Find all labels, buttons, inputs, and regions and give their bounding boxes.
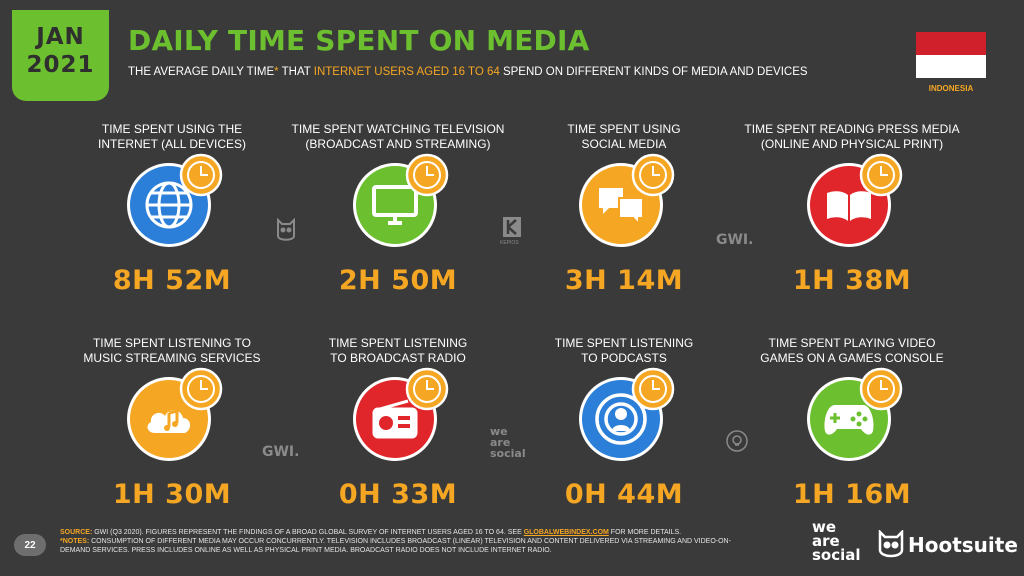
kepios-logo-icon	[503, 217, 521, 237]
owl-logo-icon	[878, 530, 904, 558]
we-are-social-logo: we are social	[812, 518, 861, 564]
metric-value: 0H 44M	[564, 479, 684, 510]
metric-card-social-media: TIME SPENT USING SOCIAL MEDIA 3H 14M	[514, 122, 734, 296]
metric-label: TIME SPENT LISTENING TO PODCASTS	[554, 336, 694, 365]
owl-watermark-icon	[277, 218, 295, 241]
clock-icon	[405, 153, 449, 197]
subtitle-part1: THE AVERAGE DAILY TIME	[128, 66, 275, 78]
metric-card-video-games: TIME SPENT PLAYING VIDEO GAMES ON A GAMES…	[742, 336, 962, 510]
metric-value: 2H 50M	[338, 265, 458, 296]
metric-value: 3H 14M	[564, 265, 684, 296]
footer-notes: SOURCE: GWI (Q3 2020). FIGURES REPRESENT…	[60, 528, 750, 555]
metric-value: 1H 30M	[112, 479, 232, 510]
subtitle-highlight: INTERNET USERS AGED 16 TO 64	[313, 66, 500, 78]
metric-label: TIME SPENT WATCHING TELEVISION (BROADCAST…	[291, 122, 505, 151]
metric-label: TIME SPENT LISTENING TO MUSIC STREAMING S…	[83, 336, 261, 365]
clock-icon	[179, 153, 223, 197]
date-badge: JAN 2021	[12, 10, 109, 101]
metric-value: 0H 33M	[338, 479, 458, 510]
metric-label: TIME SPENT USING THE INTERNET (ALL DEVICE…	[97, 122, 247, 151]
gwi-watermark: GWI.	[262, 444, 300, 460]
page-number: 22	[14, 534, 46, 556]
metric-label: TIME SPENT LISTENING TO BROADCAST RADIO	[328, 336, 468, 365]
source-line: SOURCE: GWI (Q3 2020). FIGURES REPRESENT…	[60, 529, 682, 536]
metric-label: TIME SPENT READING PRESS MEDIA (ONLINE AN…	[744, 122, 960, 151]
clock-icon	[859, 367, 903, 411]
page-title: DAILY TIME SPENT ON MEDIA	[128, 24, 590, 57]
page-subtitle: THE AVERAGE DAILY TIME* THAT INTERNET US…	[128, 66, 808, 78]
indonesia-flag-icon	[916, 32, 986, 78]
clock-icon	[859, 153, 903, 197]
metric-value: 8H 52M	[112, 265, 232, 296]
clock-icon	[179, 367, 223, 411]
metric-card-music-streaming: TIME SPENT LISTENING TO MUSIC STREAMING S…	[62, 336, 282, 510]
metric-card-broadcast-radio: TIME SPENT LISTENING TO BROADCAST RADIO 0…	[288, 336, 508, 510]
metric-card-television: TIME SPENT WATCHING TELEVISION (BROADCAST…	[288, 122, 508, 296]
we-are-social-watermark: we are social	[490, 425, 526, 460]
metric-label: TIME SPENT USING SOCIAL MEDIA	[567, 122, 681, 151]
metric-card-internet: TIME SPENT USING THE INTERNET (ALL DEVICE…	[62, 122, 282, 296]
clock-icon	[405, 367, 449, 411]
date-year: 2021	[26, 52, 95, 78]
source-link[interactable]: GLOBALWEBINDEX.COM	[523, 529, 609, 536]
subtitle-star: *	[274, 66, 279, 78]
metric-card-podcasts: TIME SPENT LISTENING TO PODCASTS 0H 44M	[514, 336, 734, 510]
clock-icon	[631, 367, 675, 411]
gwi-watermark: GWI.	[716, 232, 754, 248]
metric-value: 1H 16M	[792, 479, 912, 510]
kepios-watermark-label: KEPIOS	[500, 240, 519, 246]
country-label: INDONESIA	[928, 84, 974, 93]
notes-line: *NOTES: CONSUMPTION OF DIFFERENT MEDIA M…	[60, 538, 731, 554]
metric-card-press-media: TIME SPENT READING PRESS MEDIA (ONLINE AN…	[742, 122, 962, 296]
clock-icon	[631, 153, 675, 197]
hootsuite-wordmark: Hootsuite	[908, 533, 1018, 557]
subtitle-part2: THAT	[278, 66, 314, 78]
lightbulb-watermark-icon	[726, 430, 748, 452]
subtitle-part3: SPEND ON DIFFERENT KINDS OF MEDIA AND DE…	[499, 66, 808, 78]
hootsuite-logo: Hootsuite	[878, 530, 1018, 560]
metric-label: TIME SPENT PLAYING VIDEO GAMES ON A GAMES…	[760, 336, 944, 365]
date-month: JAN	[36, 24, 85, 50]
metric-value: 1H 38M	[792, 265, 912, 296]
